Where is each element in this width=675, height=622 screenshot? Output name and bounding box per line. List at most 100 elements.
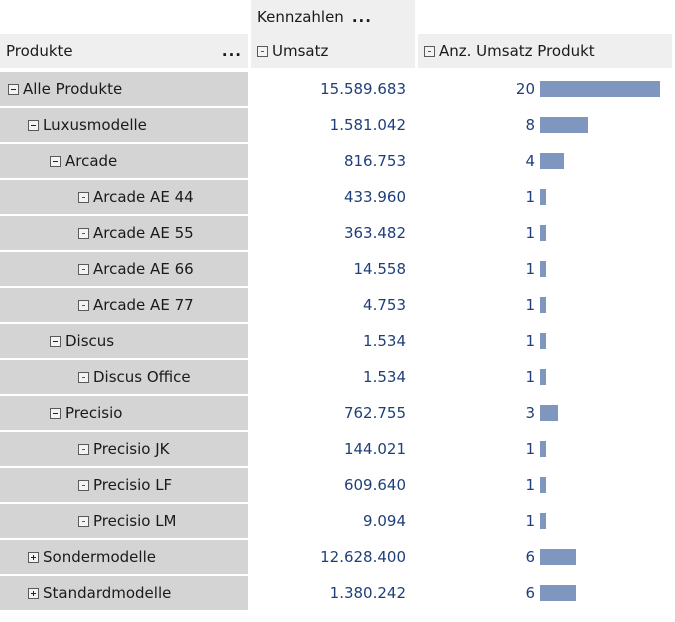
umsatz-cell: 4.753	[251, 288, 415, 322]
measures-menu-button[interactable]: ...	[351, 8, 372, 26]
row-header[interactable]: Standardmodelle	[0, 576, 248, 610]
expand-icon[interactable]	[78, 263, 89, 275]
rows-dimension-label: Produkte	[6, 42, 73, 60]
column-header-anzahl-label: Anz. Umsatz Produkt	[439, 42, 595, 60]
row-header[interactable]: Discus Office	[0, 360, 248, 394]
anzahl-value: 8	[525, 116, 535, 134]
anzahl-cell: 1	[418, 504, 672, 538]
row-header-label: Sondermodelle	[43, 548, 156, 566]
anzahl-cell: 4	[418, 144, 672, 178]
count-bar	[540, 117, 588, 133]
row-header[interactable]: Arcade AE 77	[0, 288, 248, 322]
count-bar	[540, 297, 546, 313]
collapse-icon[interactable]	[50, 407, 61, 419]
anzahl-cell: 1	[418, 432, 672, 466]
table-row: Sondermodelle 12.628.400 6	[0, 540, 675, 576]
anzahl-value: 1	[525, 260, 535, 278]
measures-header-label: Kennzahlen	[257, 8, 344, 26]
collapse-icon[interactable]	[28, 119, 39, 131]
umsatz-cell: 609.640	[251, 468, 415, 502]
umsatz-cell: 762.755	[251, 396, 415, 430]
anzahl-value: 1	[525, 296, 535, 314]
table-row: Precisio JK 144.021 1	[0, 432, 675, 468]
row-header[interactable]: Precisio	[0, 396, 248, 430]
anzahl-value: 3	[525, 404, 535, 422]
anzahl-cell: 3	[418, 396, 672, 430]
umsatz-cell: 816.753	[251, 144, 415, 178]
row-header[interactable]: Arcade AE 44	[0, 180, 248, 214]
anzahl-value: 1	[525, 224, 535, 242]
anzahl-value: 1	[525, 332, 535, 350]
anzahl-value: 20	[515, 80, 535, 98]
row-header[interactable]: Luxusmodelle	[0, 108, 248, 142]
rows-menu-button[interactable]: ...	[221, 42, 242, 60]
row-header[interactable]: Sondermodelle	[0, 540, 248, 574]
table-row: Discus Office 1.534 1	[0, 360, 675, 396]
count-bar	[540, 261, 546, 277]
anzahl-cell: 8	[418, 108, 672, 142]
collapse-icon[interactable]	[50, 155, 61, 167]
anzahl-cell: 1	[418, 360, 672, 394]
anzahl-cell: 1	[418, 288, 672, 322]
expand-icon[interactable]	[78, 299, 89, 311]
row-header[interactable]: Precisio JK	[0, 432, 248, 466]
anzahl-cell: 1	[418, 180, 672, 214]
expand-icon[interactable]	[78, 479, 89, 491]
column-header-umsatz[interactable]: Umsatz	[251, 34, 415, 68]
measures-header[interactable]: Kennzahlen ...	[251, 0, 415, 34]
column-header-row: Produkte ... Umsatz Anz. Umsatz Produkt	[0, 34, 675, 70]
anzahl-value: 6	[525, 548, 535, 566]
table-row: Discus 1.534 1	[0, 324, 675, 360]
expand-icon[interactable]	[78, 191, 89, 203]
count-bar	[540, 585, 576, 601]
expand-icon[interactable]	[78, 443, 89, 455]
row-header[interactable]: Precisio LF	[0, 468, 248, 502]
anzahl-cell: 1	[418, 216, 672, 250]
expand-icon[interactable]	[28, 587, 39, 599]
anzahl-value: 1	[525, 440, 535, 458]
row-header[interactable]: Alle Produkte	[0, 72, 248, 106]
umsatz-cell: 433.960	[251, 180, 415, 214]
umsatz-cell: 14.558	[251, 252, 415, 286]
umsatz-cell: 1.534	[251, 324, 415, 358]
anzahl-cell: 1	[418, 252, 672, 286]
row-header-label: Precisio	[65, 404, 123, 422]
umsatz-cell: 1.380.242	[251, 576, 415, 610]
count-bar	[540, 441, 546, 457]
expand-icon[interactable]	[78, 371, 89, 383]
row-header[interactable]: Discus	[0, 324, 248, 358]
row-header[interactable]: Arcade AE 55	[0, 216, 248, 250]
row-header-label: Arcade AE 55	[93, 224, 194, 242]
collapse-icon[interactable]	[8, 83, 19, 95]
expand-icon[interactable]	[257, 45, 268, 57]
row-header-label: Arcade AE 66	[93, 260, 194, 278]
row-header-label: Precisio LM	[93, 512, 177, 530]
row-header[interactable]: Arcade AE 66	[0, 252, 248, 286]
table-row: Arcade AE 77 4.753 1	[0, 288, 675, 324]
row-header-label: Luxusmodelle	[43, 116, 147, 134]
expand-icon[interactable]	[28, 551, 39, 563]
expand-icon[interactable]	[78, 227, 89, 239]
count-bar	[540, 225, 546, 241]
column-header-anzahl[interactable]: Anz. Umsatz Produkt	[418, 34, 672, 68]
anzahl-value: 1	[525, 368, 535, 386]
anzahl-value: 6	[525, 584, 535, 602]
expand-icon[interactable]	[78, 515, 89, 527]
umsatz-cell: 1.534	[251, 360, 415, 394]
row-header-label: Arcade	[65, 152, 118, 170]
count-bar	[540, 333, 546, 349]
anzahl-value: 1	[525, 188, 535, 206]
umsatz-cell: 363.482	[251, 216, 415, 250]
collapse-icon[interactable]	[50, 335, 61, 347]
count-bar	[540, 477, 546, 493]
rows-dimension-header[interactable]: Produkte ...	[0, 34, 248, 68]
column-header-umsatz-label: Umsatz	[272, 42, 329, 60]
row-header[interactable]: Precisio LM	[0, 504, 248, 538]
umsatz-cell: 144.021	[251, 432, 415, 466]
table-row: Arcade AE 44 433.960 1	[0, 180, 675, 216]
anzahl-cell: 1	[418, 324, 672, 358]
expand-icon[interactable]	[424, 45, 435, 57]
row-header-label: Discus Office	[93, 368, 191, 386]
table-row: Alle Produkte 15.589.683 20	[0, 72, 675, 108]
row-header[interactable]: Arcade	[0, 144, 248, 178]
